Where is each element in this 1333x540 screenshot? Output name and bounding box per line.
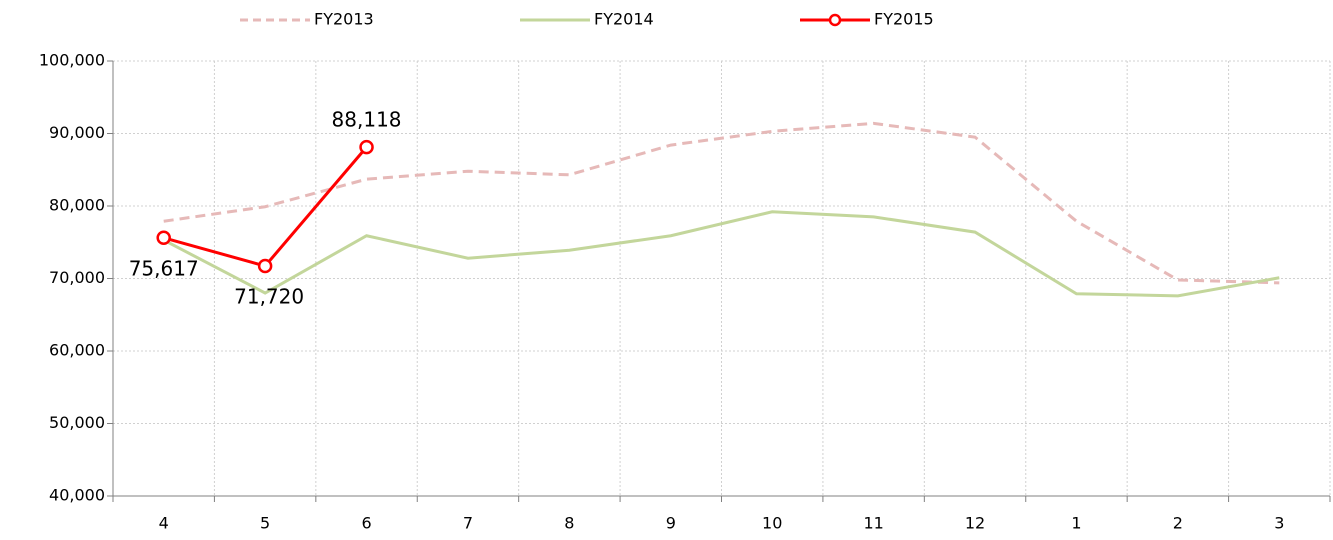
legend-marker <box>828 13 842 27</box>
x-tick-label: 9 <box>666 514 676 533</box>
x-tick-label: 7 <box>463 514 473 533</box>
x-tick-label: 2 <box>1173 514 1183 533</box>
y-tick-label: 90,000 <box>49 123 105 142</box>
series-line <box>163 121 1280 285</box>
x-tick-label: 3 <box>1274 514 1284 533</box>
data-point <box>359 139 374 155</box>
data-point <box>257 258 273 274</box>
y-tick-label: 80,000 <box>49 196 105 215</box>
y-tick-label: 60,000 <box>49 341 105 360</box>
x-tick-label: 1 <box>1071 514 1081 533</box>
legend-label: FY2014 <box>594 10 654 29</box>
data-label: 88,118 <box>332 108 402 132</box>
x-tick-label: 5 <box>260 514 270 533</box>
x-tick-label: 11 <box>863 514 883 533</box>
y-tick-label: 100,000 <box>39 51 105 70</box>
data-label: 75,617 <box>129 256 199 280</box>
x-tick-label: 10 <box>762 514 782 533</box>
series-line <box>163 210 1280 298</box>
x-tick-label: 12 <box>965 514 985 533</box>
y-tick-label: 50,000 <box>49 413 105 432</box>
y-tick-label: 40,000 <box>49 486 105 505</box>
x-tick-label: 4 <box>159 514 169 533</box>
data-label: 71,720 <box>234 285 304 309</box>
x-tick-label: 6 <box>361 514 371 533</box>
y-tick-label: 70,000 <box>49 268 105 287</box>
data-point <box>156 230 171 246</box>
x-tick-label: 8 <box>564 514 574 533</box>
legend-label: FY2013 <box>314 10 374 29</box>
legend-label: FY2015 <box>874 10 934 29</box>
